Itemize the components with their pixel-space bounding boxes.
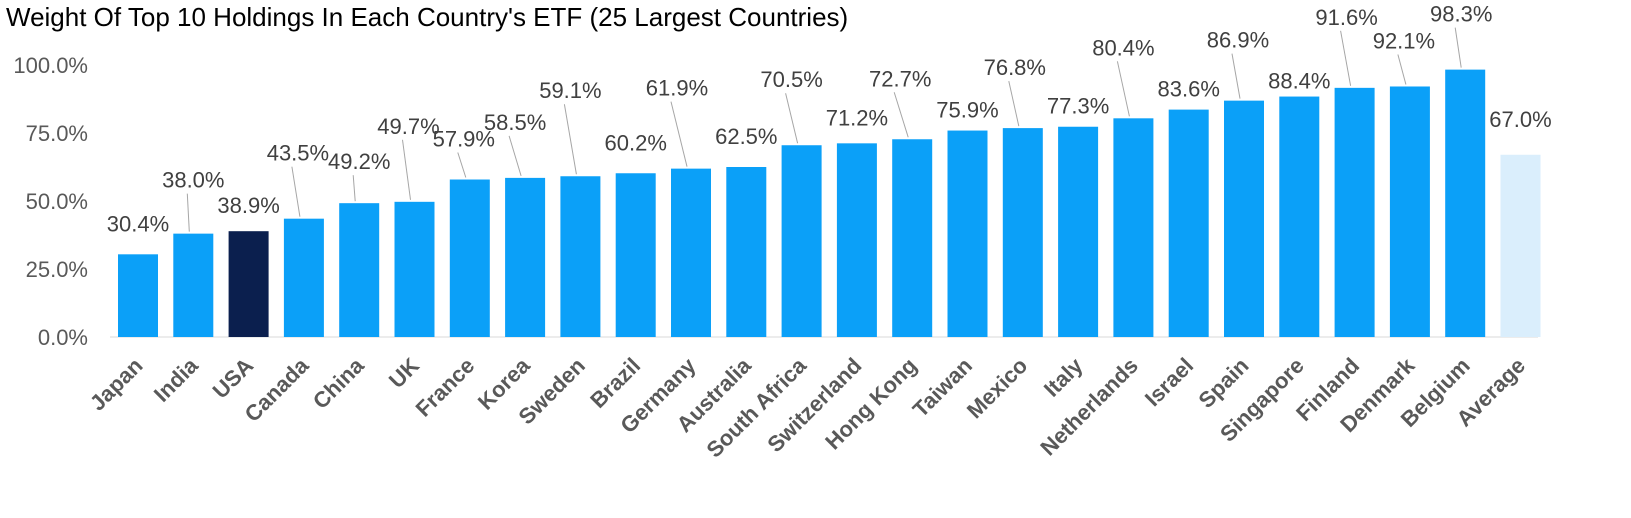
data-label-canada: 43.5% [267,141,329,166]
data-label-china: 49.2% [328,149,390,174]
bar-finland [1334,87,1375,338]
y-tick-label: 75.0% [26,121,88,146]
bar-south-africa [781,145,822,337]
data-label-mexico: 76.8% [984,55,1046,80]
x-tick-label-netherlands: Netherlands [1035,353,1143,461]
data-label-germany: 61.9% [646,76,708,101]
leader-line [1454,27,1462,68]
x-tick-label-uk: UK [384,353,424,393]
y-axis: 0.0% 25.0% 50.0% 75.0% 100.0% [13,53,88,350]
bar-uk [394,201,435,337]
data-label-sweden: 59.1% [539,78,601,103]
bar-australia [726,167,767,337]
data-label-average: 67.0% [1489,107,1551,132]
bar-brazil [615,173,656,337]
bar-netherlands [1113,118,1154,337]
bars [118,69,1541,338]
bar-italy [1058,126,1099,337]
bar-china [339,203,380,337]
bar-japan [118,254,158,337]
leader-line [563,104,577,175]
leader-line [785,93,799,144]
leader-line [1008,80,1020,127]
x-tick-label-france: France [411,353,480,422]
leader-line [1231,53,1241,99]
data-label-denmark: 92.1% [1373,28,1435,53]
bar-canada [283,218,324,337]
chart-title: Weight Of Top 10 Holdings In Each Countr… [6,2,849,32]
data-label-brazil: 60.2% [605,130,667,155]
data-label-australia: 62.5% [715,124,777,149]
data-label-israel: 83.6% [1158,77,1220,102]
data-label-france: 57.9% [433,127,495,152]
bar-india [173,233,214,337]
bar-sweden [560,176,601,337]
data-label-spain: 86.9% [1207,28,1269,53]
y-tick-label: 50.0% [26,189,88,214]
x-tick-label-israel: Israel [1140,353,1198,411]
data-labels: 30.4% 38.0%38.9% 43.5%49.2% 49.7%57.9%58.5%… [107,2,1552,237]
bar-average [1500,154,1541,337]
bar-switzerland [836,143,877,337]
data-label-south-africa: 70.5% [760,67,822,92]
y-tick-label: 25.0% [26,257,88,282]
leader-line [457,152,467,178]
x-tick-label-china: China [308,352,369,413]
bar-belgium [1445,69,1486,338]
leader-line [291,166,301,217]
bar-denmark [1389,86,1430,337]
data-label-singapore: 88.4% [1268,69,1330,94]
bar-france [449,179,490,337]
bar-taiwan [947,130,988,337]
bar-spain [1224,100,1264,338]
data-label-italy: 77.3% [1047,94,1109,119]
data-label-belgium: 98.3% [1430,2,1492,27]
x-tick-label-italy: Italy [1039,352,1088,401]
data-label-japan: 30.4% [107,211,169,236]
leader-line [893,92,909,138]
leader-line [670,101,688,167]
y-tick-label: 100.0% [13,53,88,78]
data-label-uk: 49.7% [377,114,439,139]
leader-line [352,175,356,202]
leader-line [1116,61,1130,117]
leader-line [186,193,190,232]
data-label-korea: 58.5% [484,110,546,135]
leader-line [1397,54,1407,85]
data-label-switzerland: 71.2% [826,105,888,130]
bar-israel [1168,109,1209,337]
x-tick-label-india: India [149,352,204,407]
bar-hong-kong [892,139,933,337]
data-label-taiwan: 75.9% [936,98,998,123]
bar-usa [228,231,269,337]
leader-line [1340,30,1352,86]
bar-mexico [1002,128,1043,337]
x-tick-label-usa: USA [208,353,259,404]
data-label-india: 38.0% [162,168,224,193]
bar-germany [671,168,711,337]
y-tick-label: 0.0% [38,325,88,350]
bar-korea [505,177,546,337]
data-label-finland: 91.6% [1315,5,1377,30]
x-tick-label-mexico: Mexico [962,353,1032,423]
leader-line [508,135,522,177]
data-label-netherlands: 80.4% [1092,35,1154,60]
data-label-hong-kong: 72.7% [869,66,931,91]
bar-singapore [1279,96,1320,337]
x-tick-label-japan: Japan [85,353,148,416]
leader-line [402,139,411,200]
data-label-leaders [186,27,1462,232]
data-label-usa: 38.9% [217,193,279,218]
